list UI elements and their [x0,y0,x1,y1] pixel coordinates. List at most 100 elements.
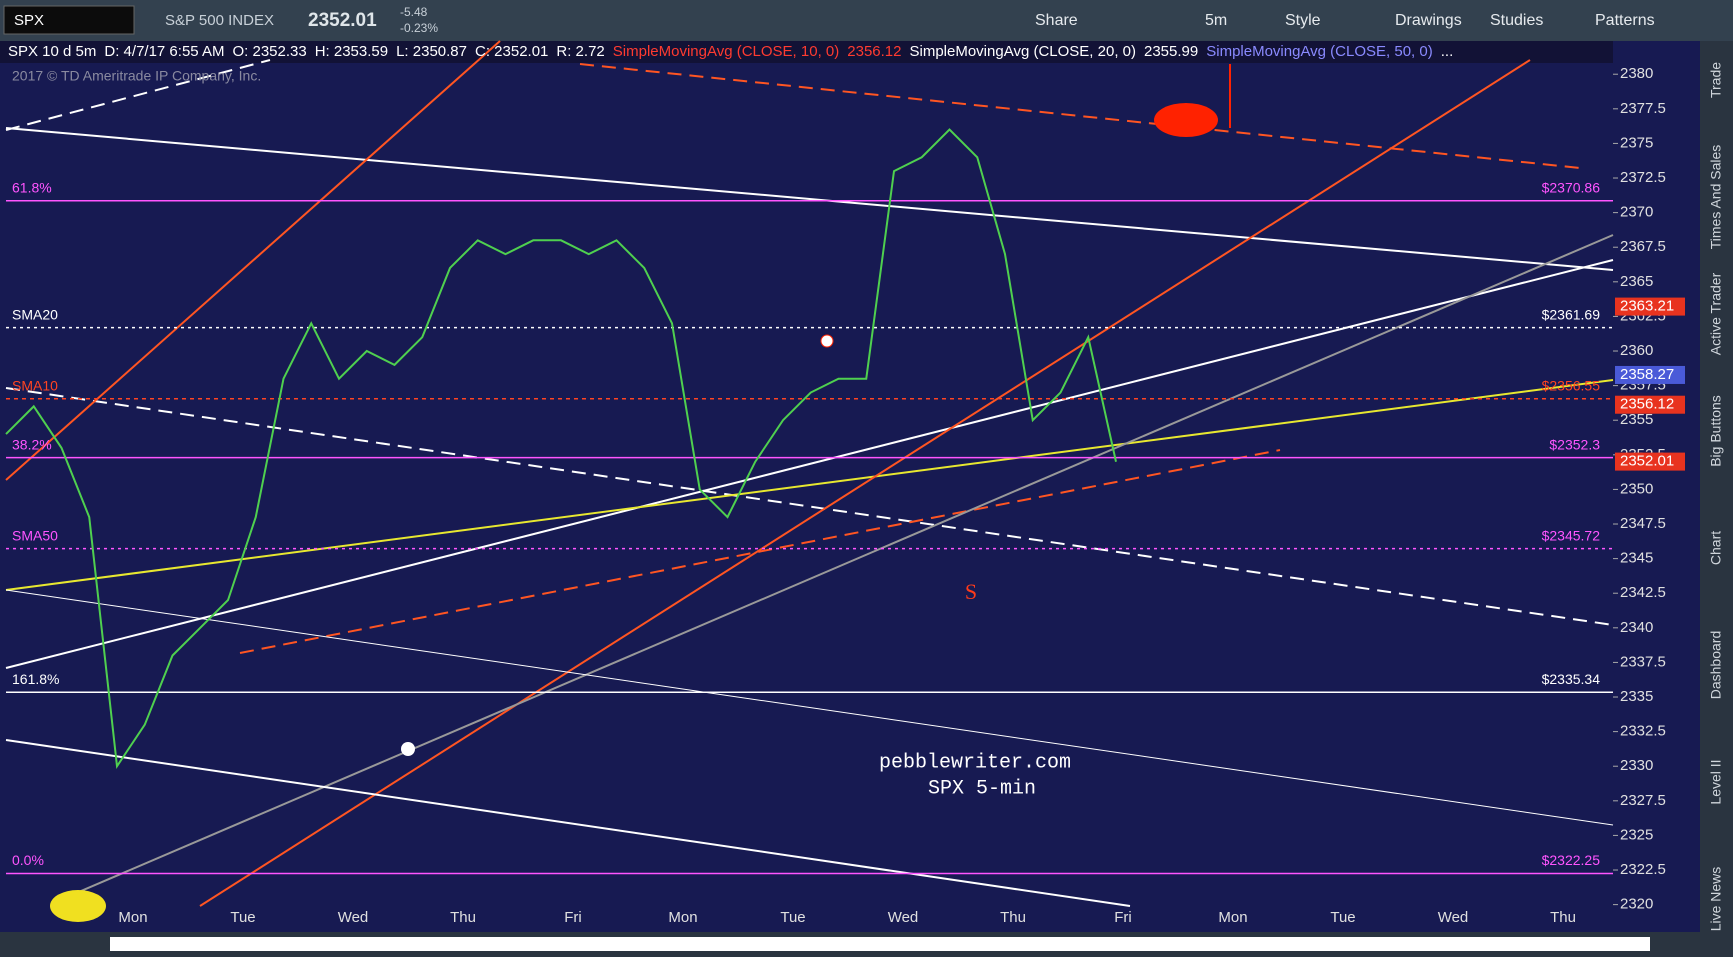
x-tick-label: Wed [338,909,369,926]
trend-lines [5,40,1614,907]
y-tick-label: 2337.5 [1620,653,1666,670]
y-tick-label: 2335 [1620,688,1653,705]
side-tab[interactable]: Active Trader [1708,272,1724,355]
x-tick-label: Fri [564,909,582,926]
side-tab[interactable]: Live News [1708,867,1724,932]
toolbar-button[interactable]: Share [1035,12,1078,29]
price-tag [1615,395,1685,414]
header-item: ... [1441,43,1454,60]
side-tab[interactable]: Big Buttons [1708,395,1724,467]
x-tick-label: Tue [1330,909,1355,926]
header-item: SimpleMovingAvg (CLOSE, 50, 0) [1206,43,1433,60]
description: S&P 500 INDEX [165,12,274,29]
trend-line [5,589,1614,826]
y-tick-label: 2347.5 [1620,515,1666,532]
level-price: $2361.69 [1542,306,1601,322]
toolbar-button[interactable]: Style [1285,12,1321,29]
header-item: 2355.99 [1144,43,1198,60]
side-panel [1700,41,1733,957]
x-tick-label: Thu [1000,909,1026,926]
x-tick-label: Mon [118,909,147,926]
price-tag [1615,452,1685,471]
trend-line [5,40,501,481]
price-tag-label: 2363.21 [1620,298,1674,315]
level-label: 0.0% [12,852,44,868]
x-axis-area [0,906,1700,932]
price-line [5,128,1117,770]
y-tick-label: 2322.5 [1620,861,1666,878]
price-tag [1615,297,1685,316]
level-label: SMA20 [12,306,58,322]
marker-dot [401,742,415,756]
y-tick-label: 2372.5 [1620,169,1666,186]
x-tick-label: Fri [1114,909,1132,926]
header-bar [0,41,1613,63]
price-tag-label: 2356.12 [1620,396,1674,413]
y-tick-label: 2342.5 [1620,584,1666,601]
trend-line [5,59,271,131]
y-tick-label: 2350 [1620,480,1653,497]
header-item: SimpleMovingAvg (CLOSE, 20, 0) [910,43,1137,60]
x-tick-label: Mon [1218,909,1247,926]
level-price: $2345.72 [1542,527,1601,543]
level-label: SMA50 [12,527,58,543]
header-item: SPX 10 d 5m [8,43,96,60]
last-price: 2352.01 [308,10,377,31]
price-tag-label: 2358.27 [1620,366,1674,383]
price-tag-label: 2352.01 [1620,453,1674,470]
y-tick-label: 2330 [1620,757,1653,774]
symbol-box[interactable] [3,5,135,35]
y-tick-label: 2360 [1620,342,1653,359]
y-tick-label: 2365 [1620,273,1653,290]
symbol[interactable]: SPX [14,12,44,29]
header-item: D: 4/7/17 6:55 AM [104,43,224,60]
level-price: $2322.25 [1542,852,1601,868]
scrollbar[interactable] [110,937,1650,951]
marker-ellipse [1154,103,1218,137]
y-tick-label: 2320 [1620,896,1653,913]
x-tick-label: Tue [780,909,805,926]
toolbar-button[interactable]: Drawings [1395,12,1462,29]
y-tick-label: 2325 [1620,826,1653,843]
y-tick-label: 2377.5 [1620,100,1666,117]
side-tab[interactable]: Chart [1708,531,1724,565]
y-tick-label: 2370 [1620,204,1653,221]
y-tick-label: 2345 [1620,550,1653,567]
annotation: S [965,579,977,604]
x-tick-label: Wed [1438,909,1469,926]
x-tick-label: Wed [888,909,919,926]
header-item: C: 2352.01 [475,43,548,60]
header-item: L: 2350.87 [396,43,467,60]
header-item: H: 2353.59 [315,43,388,60]
trend-line [579,63,1581,169]
toolbar-button[interactable]: Patterns [1595,12,1655,29]
side-tab[interactable]: Level II [1708,759,1724,804]
level-price: $2335.34 [1542,671,1601,687]
toolbar-button[interactable]: 5m [1205,12,1227,29]
y-tick-label: 2327.5 [1620,792,1666,809]
trend-line [239,449,1281,654]
y-tick-label: 2340 [1620,619,1653,636]
level-label: SMA10 [12,377,58,393]
y-tick-label: 2375 [1620,134,1653,151]
side-tab[interactable]: Dashboard [1708,631,1724,700]
trend-line [59,234,1614,901]
level-price: $2370.86 [1542,179,1601,195]
toolbar-button[interactable]: Studies [1490,12,1543,29]
change: -5.48 [400,5,428,19]
marker-dot [820,334,834,348]
y-tick-label: 2367.5 [1620,238,1666,255]
watermark: SPX 5-min [928,777,1036,800]
y-tick-label: 2332.5 [1620,723,1666,740]
plot-area [0,41,1613,906]
x-tick-label: Mon [668,909,697,926]
side-tab[interactable]: Times And Sales [1708,145,1724,250]
x-tick-label: Thu [1550,909,1576,926]
marker-ellipse [50,890,106,922]
trend-line [5,127,1614,271]
side-tab[interactable]: Trade [1708,62,1724,98]
trend-line [5,739,1131,907]
header-item: R: 2.72 [556,43,604,60]
